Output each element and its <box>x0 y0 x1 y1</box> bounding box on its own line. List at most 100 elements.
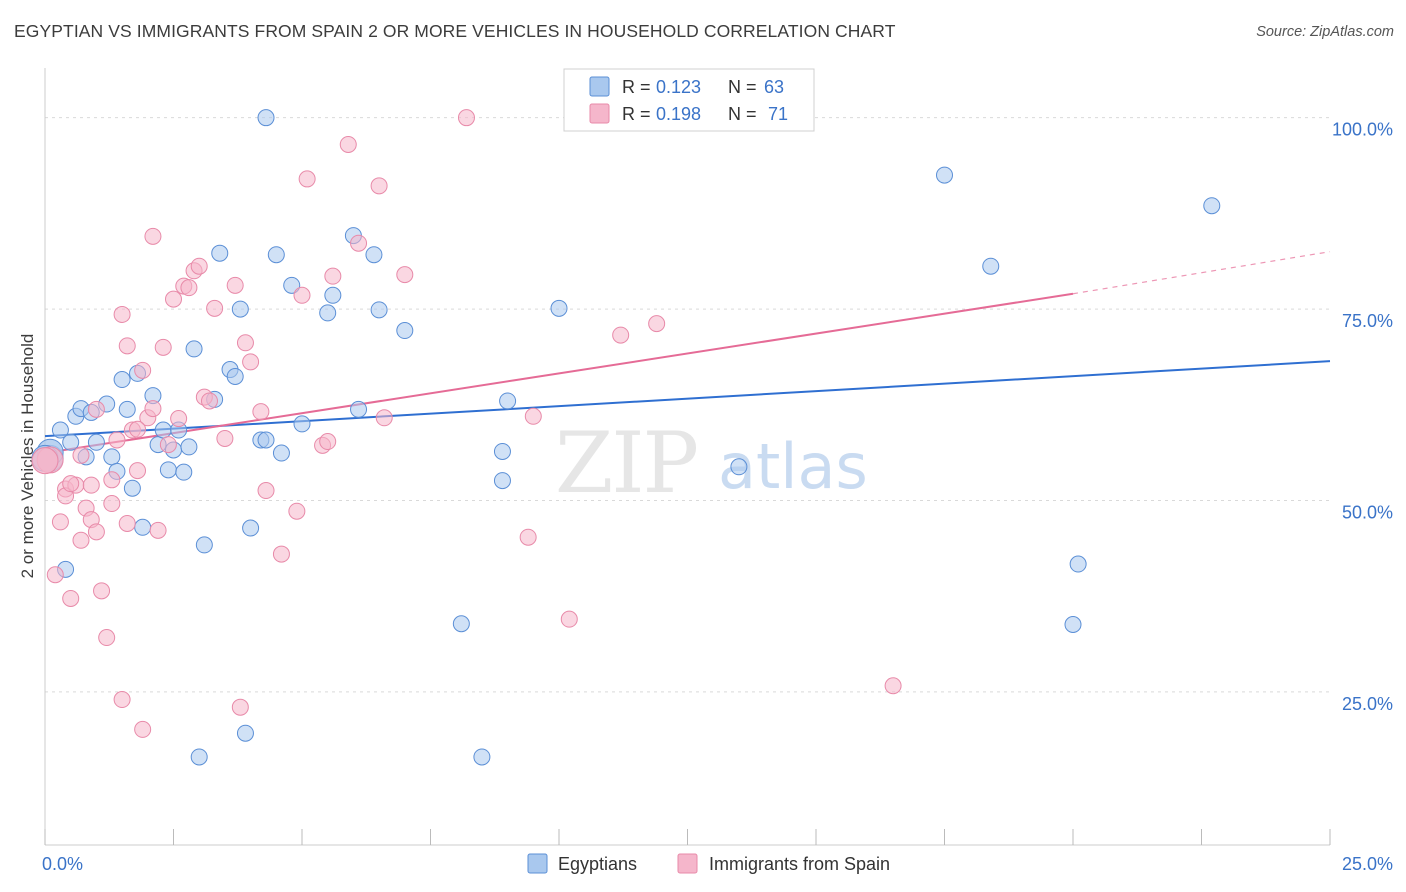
point-spain <box>350 234 368 252</box>
point-spain <box>46 566 64 584</box>
point-spain <box>519 528 537 546</box>
point-spain <box>62 589 80 607</box>
point-spain <box>298 170 316 188</box>
point-egyptians <box>180 438 198 456</box>
point-egyptians <box>982 257 1000 275</box>
point-egyptians <box>493 472 511 490</box>
legend-n-value: 63 <box>764 77 784 97</box>
bottom-legend-swatch-spain <box>677 853 698 874</box>
point-egyptians <box>1069 555 1087 573</box>
point-egyptians <box>499 392 517 410</box>
point-egyptians <box>113 371 131 389</box>
bottom-legend-label-spain: Immigrants from Spain <box>709 854 890 874</box>
point-spain <box>884 677 902 695</box>
point-spain <box>457 109 475 127</box>
point-egyptians <box>236 724 254 742</box>
point-egyptians <box>452 615 470 633</box>
legend-r-value: 0.123 <box>656 77 701 97</box>
point-spain <box>72 531 90 549</box>
point-spain <box>396 266 414 284</box>
x-tick-label: 25.0% <box>1342 854 1393 874</box>
point-egyptians <box>134 518 152 536</box>
point-egyptians <box>365 246 383 264</box>
legend-r-label: R = <box>622 104 656 124</box>
trend-line-spain <box>44 292 1074 455</box>
point-spain <box>612 326 630 344</box>
point-egyptians <box>493 442 511 460</box>
legend-swatch-egyptians <box>589 76 610 97</box>
point-egyptians <box>396 322 414 340</box>
tick-labels: 25.0% 50.0% 75.0% 100.0% 0.0% 25.0% <box>42 120 1393 874</box>
point-spain <box>87 523 105 541</box>
point-spain <box>129 420 147 438</box>
point-spain <box>31 447 59 475</box>
point-egyptians <box>242 519 260 537</box>
point-spain <box>272 545 290 563</box>
point-spain <box>324 267 342 285</box>
data-points <box>31 109 1221 766</box>
legend: R = 0.123 N = 63 R = 0.198 N = 71 <box>563 68 815 132</box>
bottom-legend-swatch-egyptians <box>527 853 548 874</box>
point-egyptians <box>370 301 388 319</box>
y-tick-label: 100.0% <box>1332 120 1393 140</box>
point-spain <box>165 290 182 308</box>
y-tick-label: 75.0% <box>1342 311 1393 331</box>
point-spain <box>159 436 177 454</box>
legend-r-label: R = <box>622 77 656 97</box>
point-egyptians <box>1203 197 1221 215</box>
point-egyptians <box>87 433 105 451</box>
point-egyptians <box>293 415 311 433</box>
point-spain <box>134 361 152 379</box>
point-spain <box>375 409 393 427</box>
trend-line-egyptians <box>44 360 1331 438</box>
point-egyptians <box>257 109 275 127</box>
point-spain <box>170 410 188 428</box>
point-egyptians <box>267 246 285 264</box>
point-egyptians <box>324 286 342 304</box>
point-spain <box>524 407 542 425</box>
point-spain <box>103 495 121 513</box>
point-egyptians <box>175 463 193 481</box>
point-egyptians <box>103 448 121 466</box>
point-egyptians <box>350 400 368 418</box>
point-spain <box>560 610 578 628</box>
point-spain <box>118 514 136 532</box>
legend-r-value: 0.198 <box>656 104 701 124</box>
bottom-legend: Egyptians Immigrants from Spain <box>527 853 890 874</box>
point-spain <box>129 462 147 480</box>
point-spain <box>154 338 172 356</box>
trend-lines <box>44 251 1331 455</box>
point-spain <box>216 429 234 447</box>
legend-n-label: N = <box>728 104 762 124</box>
watermark-zip: ZIP <box>555 414 697 512</box>
point-egyptians <box>62 433 80 451</box>
point-egyptians <box>51 421 69 439</box>
point-egyptians <box>195 536 213 554</box>
point-egyptians <box>159 461 177 479</box>
point-spain <box>242 353 260 371</box>
point-egyptians <box>154 421 172 439</box>
point-egyptians <box>123 479 141 497</box>
point-spain <box>180 279 198 297</box>
point-egyptians <box>211 244 229 262</box>
point-spain <box>134 720 152 738</box>
point-egyptians <box>473 748 491 766</box>
point-spain <box>72 446 90 464</box>
point-egyptians <box>1064 616 1082 634</box>
point-spain <box>144 400 162 418</box>
point-spain <box>257 482 275 500</box>
point-egyptians <box>257 431 275 449</box>
point-spain <box>144 227 162 245</box>
watermark: ZIP atlas <box>555 414 868 512</box>
bottom-legend-label-egyptians: Egyptians <box>558 854 637 874</box>
point-egyptians <box>226 367 244 385</box>
point-spain <box>62 475 80 493</box>
point-spain <box>252 403 270 421</box>
point-spain <box>190 257 208 275</box>
point-spain <box>226 276 244 294</box>
grid-lines <box>45 117 1330 693</box>
point-egyptians <box>550 299 568 317</box>
point-egyptians <box>936 166 953 184</box>
point-egyptians <box>283 276 301 294</box>
point-spain <box>648 315 666 333</box>
